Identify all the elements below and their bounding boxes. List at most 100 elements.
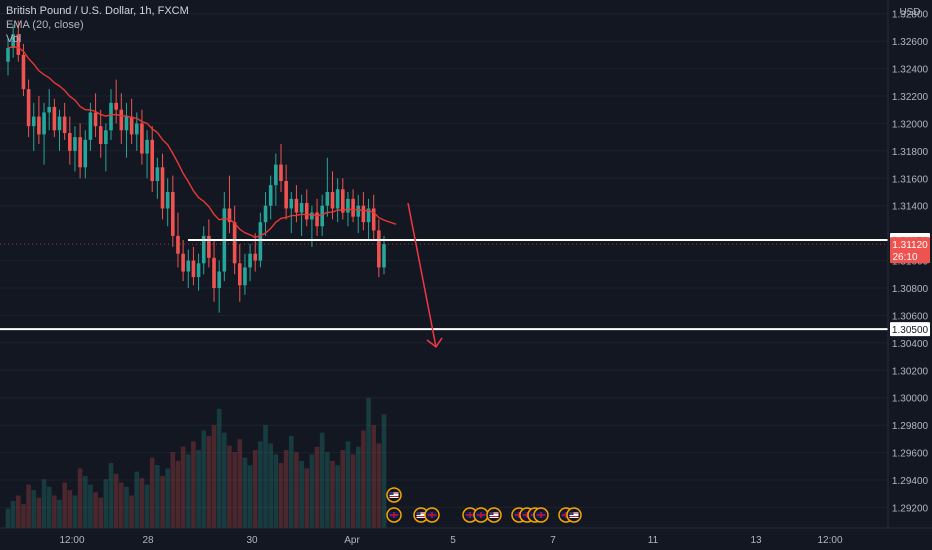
candle-body [201, 235, 206, 264]
symbol-title[interactable]: British Pound / U.S. Dollar, 1h, FXCM [6, 5, 189, 17]
candle-body [150, 139, 155, 182]
time-tick-label: 5 [450, 535, 456, 546]
volume-bar [108, 463, 114, 528]
volume-bar [304, 468, 310, 528]
volume-bar [165, 468, 170, 528]
candle-body [237, 263, 242, 286]
us-flag-icon [489, 512, 499, 518]
candle-body [104, 130, 108, 144]
candle-body [232, 222, 237, 264]
candle-body [57, 116, 62, 131]
candle-body [171, 192, 175, 236]
candle-body [42, 112, 46, 135]
volume-bar [10, 500, 16, 528]
volume-bar [288, 435, 294, 528]
candle-body [243, 267, 247, 286]
volume-bar [144, 484, 150, 528]
us-flag-canton [569, 512, 574, 515]
ema-indicator-label[interactable]: EMA (20, close) [6, 19, 84, 31]
candle-body [227, 208, 232, 223]
volume-indicator-label[interactable]: Vol [6, 33, 22, 45]
candle-body [109, 102, 113, 131]
volume-bar [314, 446, 320, 528]
volume-bar [160, 476, 165, 528]
candle-body [165, 192, 170, 209]
volume-bar [124, 486, 129, 528]
candle-body [346, 198, 350, 213]
price-tick-label: 1.29200 [892, 503, 929, 514]
candle-body [335, 189, 340, 209]
candle-body [315, 212, 319, 227]
volume-bar [232, 452, 237, 528]
candle-body [253, 253, 258, 261]
volume-bar [185, 454, 191, 528]
volume-bar [134, 471, 140, 528]
candle-body [382, 244, 386, 268]
volume-bar [21, 504, 26, 528]
volume-bar [149, 457, 155, 528]
volume-bar [361, 430, 366, 528]
projection-arrow-shaft[interactable] [407, 202, 437, 348]
price-tick-label: 1.32800 [892, 10, 929, 21]
time-tick-label: 11 [648, 535, 659, 546]
price-tick-label: 1.31400 [892, 202, 929, 213]
level-tag-lower-text: 1.30500 [892, 325, 929, 336]
volume-bar [355, 446, 361, 528]
projection-arrow-head[interactable] [426, 337, 443, 349]
candle-body [191, 260, 196, 278]
candle-body [366, 208, 371, 223]
candle-body [248, 253, 252, 268]
price-tick-label: 1.30600 [892, 311, 929, 322]
volume-bar [72, 495, 78, 528]
volume-bar [88, 484, 93, 528]
us-flag-canton [416, 512, 421, 515]
volume-bar [350, 454, 356, 528]
candle-body [140, 123, 144, 154]
candle-body [279, 164, 283, 182]
volume-bar [309, 454, 315, 528]
price-tick-label: 1.29400 [892, 476, 929, 487]
price-tick-label: 1.32200 [892, 92, 929, 103]
price-tick-label: 1.30200 [892, 366, 929, 377]
volume-bar [242, 457, 248, 528]
bar-countdown: 26:10 [892, 252, 917, 263]
candle-body [119, 109, 124, 131]
volume-bar [67, 490, 73, 528]
us-flag-icon [569, 512, 579, 518]
volume-bar [139, 478, 145, 528]
candle-body [304, 202, 309, 220]
candle-body [294, 198, 299, 213]
volume-bar [258, 441, 263, 528]
last-price-value: 1.31120 [892, 240, 928, 251]
candle-body [356, 205, 361, 217]
volume-bar [216, 408, 222, 528]
us-flag-canton [389, 492, 394, 495]
candle-body [325, 192, 330, 206]
time-tick-label: 30 [246, 535, 258, 546]
volume-bar [222, 432, 227, 528]
volume-bar [57, 499, 62, 528]
volume-bar [31, 490, 37, 528]
candle-body [83, 139, 88, 168]
volume-bar [371, 425, 377, 528]
us-flag-canton [489, 512, 494, 515]
volume-bar [36, 497, 42, 528]
volume-bar [237, 439, 243, 528]
volume-bar [62, 482, 67, 528]
volume-bar [252, 450, 258, 528]
volume-bar [82, 476, 88, 528]
candle-body [299, 202, 304, 213]
volume-bar [273, 454, 279, 528]
candle-body [145, 139, 149, 154]
candle-body [274, 164, 278, 186]
currency-label: USD [899, 7, 920, 18]
price-tick-label: 1.30000 [892, 394, 929, 405]
volume-bar [196, 450, 201, 528]
time-tick-label: 12:00 [59, 535, 84, 546]
volume-bar [93, 492, 98, 528]
price-tick-label: 1.31800 [892, 147, 929, 158]
candle-body [289, 198, 294, 209]
volume-bar [283, 450, 289, 528]
